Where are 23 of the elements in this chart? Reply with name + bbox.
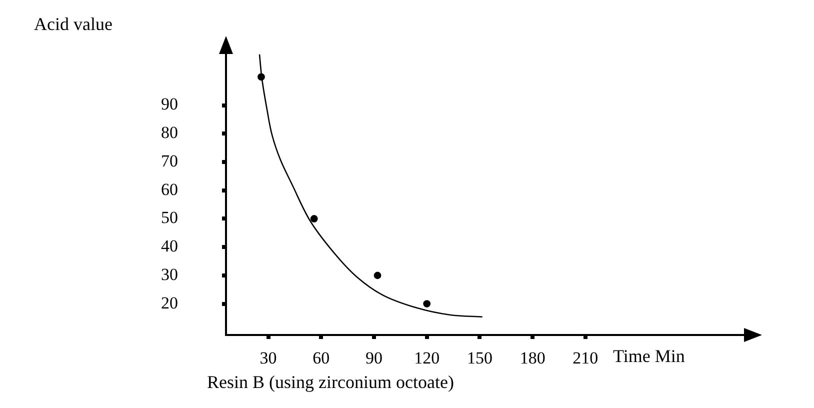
y-tick-label: 80: [161, 123, 178, 142]
point: [423, 300, 431, 308]
y-tick-label: 70: [161, 151, 178, 170]
x-axis-title: Time Min: [613, 346, 685, 367]
line-series: [258, 54, 484, 318]
x-tick-label: 120: [414, 348, 440, 368]
x-tick-label: 90: [366, 348, 382, 368]
x-tick-label: 30: [260, 348, 277, 368]
y-tick-label: 30: [161, 264, 178, 284]
x-tick-label: 210: [572, 348, 598, 368]
y-tick-label: 60: [161, 180, 178, 199]
x-tick-label: 60: [312, 348, 330, 368]
point: [374, 272, 382, 280]
y-tick-label: 90: [161, 94, 178, 114]
y-tick-label: 40: [161, 236, 178, 256]
point: [258, 73, 265, 81]
point: [310, 215, 318, 222]
y-tick-label: 20: [161, 293, 178, 312]
x-tick-label: 150: [466, 348, 492, 368]
y-axis-title: Acid value: [34, 14, 112, 35]
y-tick-label: 50: [161, 208, 178, 228]
x-tick-label: 180: [520, 348, 546, 368]
text: Resin B (using zirconium octoate): [207, 372, 454, 393]
